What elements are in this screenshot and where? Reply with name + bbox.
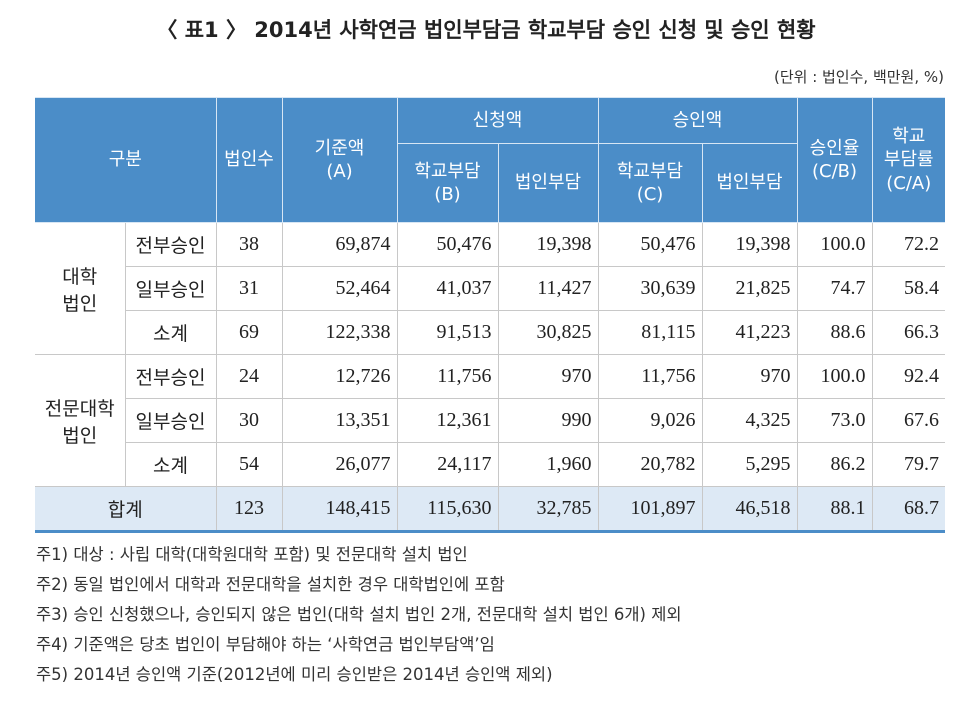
cell: 12,726: [281, 354, 398, 399]
cell: 12,361: [396, 398, 499, 443]
cell: 67.6: [871, 398, 945, 443]
note: 주5) 2014년 승인액 기준(2012년에 미리 승인받은 2014년 승인…: [36, 665, 553, 684]
cell: 92.4: [871, 354, 945, 399]
row-label: 소계: [125, 442, 217, 487]
cell: 69,874: [281, 222, 398, 267]
cell: 86.2: [796, 442, 873, 487]
cell: 31: [215, 266, 283, 311]
cell: 122,338: [281, 310, 398, 355]
cell: 13,351: [281, 398, 398, 443]
cell: 101,897: [597, 486, 703, 533]
header-cell: 신청액: [396, 97, 599, 144]
cell: 38: [215, 222, 283, 267]
cell: 24,117: [396, 442, 499, 487]
cell: 11,756: [597, 354, 703, 399]
row-label: 전부승인: [124, 222, 217, 267]
note: 주4) 기준액은 당초 법인이 부담해야 하는 ‘사학연금 법인부담액’임: [36, 635, 495, 654]
total-row: 합계 123 148,415 115,630 32,785 101,897 46,518 88…: [35, 486, 945, 533]
cell: 970: [497, 354, 599, 399]
cell: 4,325: [701, 398, 798, 443]
cell: 990: [497, 398, 599, 443]
cell: 19,398: [701, 222, 798, 267]
cell: 115,630: [396, 486, 499, 533]
row-label: 전부승인: [124, 354, 217, 399]
row-label: 합계: [35, 486, 217, 533]
cell: 26,077: [281, 442, 398, 487]
header-cell: 법인수: [215, 97, 283, 223]
cell: 24: [215, 354, 283, 399]
table-body: 대학 법인 전부승인 38 69,874 50,476 19,398 50,476 19,39…: [35, 222, 945, 533]
table-row: 일부승인 31 52,464 41,037 11,427 30,639 21,825 74.7…: [35, 266, 945, 311]
cell: 970: [701, 354, 798, 399]
header-cell: 구분: [35, 97, 217, 223]
header-cell: 기준액 (A): [281, 97, 398, 223]
cell: 50,476: [396, 222, 499, 267]
row-label: 일부승인: [125, 398, 217, 443]
cell: 41,223: [701, 310, 798, 355]
cell: 88.6: [796, 310, 873, 355]
cell: 54: [215, 442, 283, 487]
cell: 9,026: [597, 398, 703, 443]
cell: 81,115: [597, 310, 703, 355]
cell: 100.0: [796, 354, 873, 399]
header-cell: 학교 부담률 (C/A): [871, 97, 945, 223]
header-cell: 승인율 (C/B): [796, 97, 873, 223]
cell: 21,825: [701, 266, 798, 311]
cell: 123: [215, 486, 283, 533]
cell: 30: [215, 398, 283, 443]
cell: 58.4: [871, 266, 945, 311]
group-label: 전문대학 법인: [35, 354, 126, 487]
table-header: 구분 법인수 기준액 (A) 신청액 승인액 승인율 (C/B) 학교 부담률 …: [35, 97, 945, 223]
cell: 74.7: [796, 266, 873, 311]
row-label: 일부승인: [125, 266, 217, 311]
cell: 32,785: [497, 486, 599, 533]
unit: (단위 : 법인수, 백만원, %): [773, 68, 944, 86]
group-label: 대학 법인: [35, 222, 126, 355]
header-cell: 학교부담 (C): [597, 143, 703, 223]
header-cell: 법인부담: [497, 143, 599, 223]
cell: 52,464: [281, 266, 398, 311]
table-row: 대학 법인 전부승인 38 69,874 50,476 19,398 50,476 19,39…: [35, 222, 945, 355]
cell: 68.7: [871, 486, 945, 533]
cell: 46,518: [701, 486, 798, 533]
table-row: 소계 54 26,077 24,117 1,960 20,782 5,295 86.2 79.7: [35, 442, 945, 487]
cell: 66.3: [871, 310, 945, 355]
cell: 91,513: [396, 310, 499, 355]
cell: 50,476: [597, 222, 703, 267]
cell: 72.2: [871, 222, 945, 267]
cell: 5,295: [701, 442, 798, 487]
table-row: 전문대학 법인 전부승인 24 12,726 11,756 970 11,756 970 100…: [35, 354, 945, 487]
header-cell: 승인액: [597, 97, 798, 144]
cell: 41,037: [396, 266, 499, 311]
cell: 69: [215, 310, 283, 355]
cell: 73.0: [796, 398, 873, 443]
cell: 11,756: [396, 354, 499, 399]
row-label: 소계: [125, 310, 217, 355]
cell: 100.0: [796, 222, 873, 267]
note: 주3) 승인 신청했으나, 승인되지 않은 법인(대학 설치 법인 2개, 전문…: [36, 605, 682, 624]
table-row: 일부승인 30 13,351 12,361 990 9,026 4,325 73.0 67.6: [35, 398, 945, 443]
cell: 88.1: [796, 486, 873, 533]
cell: 79.7: [871, 442, 945, 487]
title: 〈 표1 〉 2014년 사학연금 법인부담금 학교부담 승인 신청 및 승인 …: [156, 18, 816, 42]
cell: 11,427: [497, 266, 599, 311]
header-cell: 법인부담: [701, 143, 797, 223]
table: 구분 법인수 기준액 (A) 신청액 승인액 승인율 (C/B) 학교 부담률 …: [35, 97, 945, 533]
note: 주1) 대상 : 사립 대학(대학원대학 포함) 및 전문대학 설치 법인: [36, 545, 468, 564]
cell: 20,782: [597, 442, 703, 487]
note: 주2) 동일 법인에서 대학과 전문대학을 설치한 경우 대학법인에 포함: [36, 575, 505, 594]
header-cell: 학교부담 (B): [397, 143, 499, 223]
table-row: 소계 69 122,338 91,513 30,825 81,115 41,223 88.6 6…: [35, 310, 945, 355]
cell: 148,415: [281, 486, 398, 533]
cell: 1,960: [497, 442, 599, 487]
cell: 30,825: [497, 310, 599, 355]
cell: 19,398: [497, 222, 599, 267]
cell: 30,639: [597, 266, 703, 311]
